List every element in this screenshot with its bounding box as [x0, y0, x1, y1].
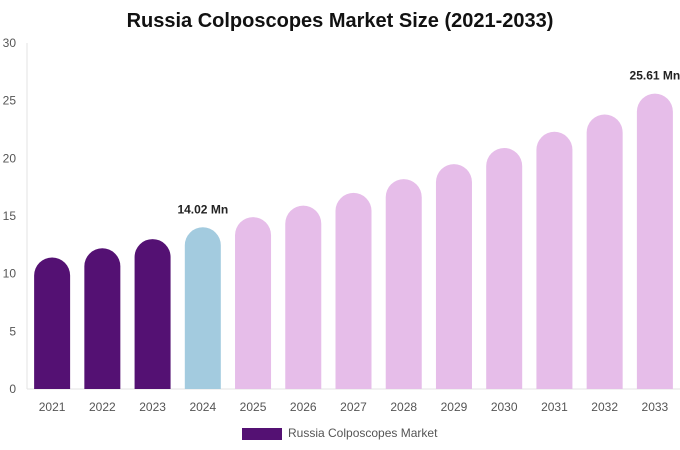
y-axis: 0 5 10 15 20 25 30 — [3, 36, 28, 396]
value-callout: 14.02 Mn — [177, 202, 228, 216]
bar-2032[interactable] — [586, 114, 623, 390]
y-tick-label: 0 — [9, 382, 16, 396]
x-tick-label: 2030 — [491, 400, 518, 414]
bar-2028[interactable] — [385, 179, 422, 389]
bar-2025[interactable] — [235, 217, 272, 389]
x-tick-label: 2029 — [441, 400, 468, 414]
legend[interactable]: Russia Colposcopes Market — [242, 426, 438, 440]
bar-2026[interactable] — [285, 205, 322, 389]
x-tick-label: 2024 — [189, 400, 216, 414]
x-tick-label: 2031 — [541, 400, 568, 414]
y-tick-label: 20 — [3, 151, 17, 165]
legend-swatch — [242, 428, 282, 440]
y-tick-label: 5 — [9, 324, 16, 338]
x-tick-label: 2025 — [240, 400, 267, 414]
x-tick-label: 2033 — [642, 400, 669, 414]
bar-2024[interactable] — [184, 227, 221, 389]
value-callout: 25.61 Mn — [630, 69, 680, 83]
y-tick-label: 15 — [3, 209, 17, 223]
bar-2022[interactable] — [84, 248, 121, 389]
y-tick-label: 10 — [3, 267, 17, 281]
bar-2033[interactable] — [636, 93, 673, 389]
callouts-group: 14.02 Mn 25.61 Mn — [177, 69, 680, 217]
bar-2031[interactable] — [536, 131, 573, 389]
y-tick-label: 30 — [3, 36, 17, 50]
x-tick-label: 2026 — [290, 400, 317, 414]
bar-2029[interactable] — [435, 164, 472, 389]
x-tick-label: 2022 — [89, 400, 116, 414]
bar-2030[interactable] — [486, 147, 523, 389]
chart-title: Russia Colposcopes Market Size (2021-203… — [127, 10, 554, 32]
x-tick-label: 2032 — [591, 400, 618, 414]
bar-2027[interactable] — [335, 192, 372, 389]
bar-2023[interactable] — [134, 239, 171, 389]
x-tick-label: 2023 — [139, 400, 166, 414]
x-tick-label: 2021 — [39, 400, 66, 414]
x-tick-label: 2027 — [340, 400, 367, 414]
bar-2021[interactable] — [34, 257, 71, 389]
legend-label: Russia Colposcopes Market — [288, 426, 438, 440]
x-tick-label: 2028 — [390, 400, 417, 414]
bars-group — [34, 93, 673, 390]
y-tick-label: 25 — [3, 94, 17, 108]
x-axis: 2021 2022 2023 2024 2025 2026 2027 2028 2029 2030… — [27, 388, 680, 414]
